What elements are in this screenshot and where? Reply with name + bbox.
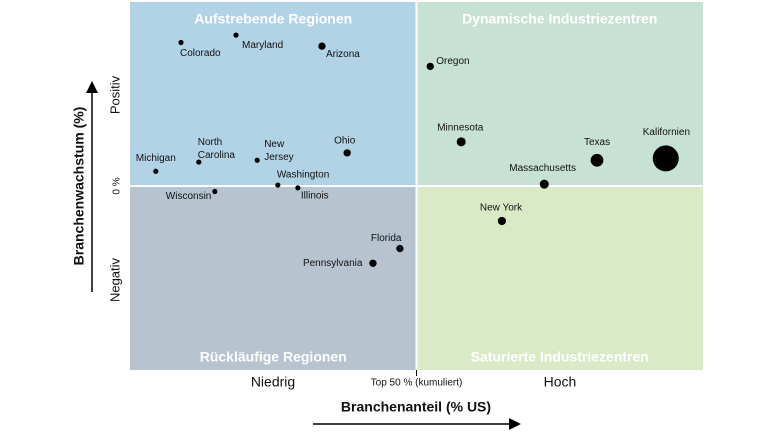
bubble (590, 153, 604, 167)
bubble (212, 188, 218, 195)
point-label: Florida (371, 233, 402, 244)
bubble (652, 145, 679, 172)
bubble (178, 39, 184, 46)
x-level-label: Niedrig (251, 374, 295, 390)
bubble (497, 216, 506, 226)
point-label: Ohio (334, 136, 356, 147)
quadrant (130, 2, 417, 186)
point-label: Michigan (136, 153, 176, 164)
point-label: Wisconsin (166, 191, 212, 202)
point-label: Kalifornien (643, 127, 690, 138)
x-axis-title: Branchenanteil (% US) (341, 399, 491, 415)
point-label: New York (480, 203, 523, 214)
bubble (396, 244, 404, 253)
y-tick-label: 0 % (112, 177, 123, 194)
y-axis-title: Branchenwachstum (%) (71, 107, 87, 266)
bubble (426, 62, 434, 71)
bubble (275, 182, 281, 188)
quadrant-label: Rückläufige Regionen (200, 349, 347, 365)
bubble (318, 42, 326, 50)
point-label: Colorado (180, 48, 221, 59)
bubble (233, 32, 239, 38)
point-label: Texas (584, 137, 610, 148)
bubble (456, 137, 466, 147)
x-tick-label: Top 50 % (kumuliert) (371, 378, 463, 389)
point-label: North Carolina (198, 137, 236, 161)
point-label: Maryland (242, 40, 283, 51)
bubble (295, 185, 301, 191)
point-label: Minnesota (437, 122, 484, 133)
point-label: Oregon (436, 56, 469, 67)
bubble (369, 259, 377, 267)
point-label: Washington (277, 170, 329, 181)
quadrant-label: Aufstrebende Regionen (194, 11, 352, 27)
quadrant (130, 186, 417, 370)
point-label: Illinois (301, 190, 329, 201)
x-level-label: Hoch (544, 374, 577, 390)
point-label: Arizona (326, 49, 360, 60)
bubble (539, 179, 549, 189)
y-level-label: Positiv (107, 75, 122, 114)
y-level-label: Negativ (107, 257, 122, 302)
bubble (254, 157, 260, 163)
point-label: Pennsylvania (303, 258, 363, 269)
bubble (343, 149, 351, 157)
bubble (196, 159, 202, 165)
quadrant-label: Saturierte Industriezentren (471, 349, 649, 365)
point-label: New Jersey (264, 139, 293, 163)
point-label: Massachusetts (509, 163, 576, 174)
bubble (153, 168, 159, 174)
quadrant-label: Dynamische Industriezentren (462, 11, 657, 27)
quadrant (416, 186, 703, 370)
